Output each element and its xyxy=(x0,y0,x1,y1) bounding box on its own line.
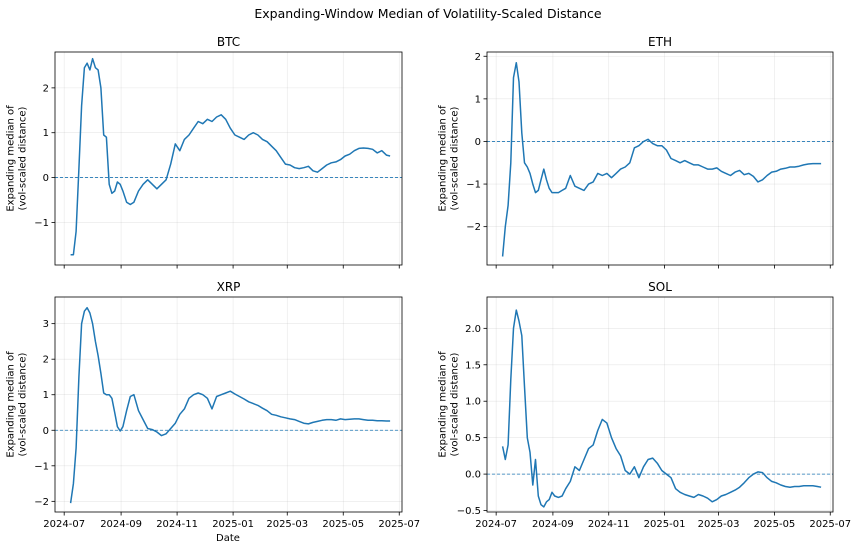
y-tick-label: 1 xyxy=(43,390,49,401)
panel-title: XRP xyxy=(217,280,241,294)
x-tick-label: 2025-01 xyxy=(212,519,254,530)
y-axis-label: Expanding median of(vol-scaled distance) xyxy=(6,351,29,458)
y-tick-label: 0 xyxy=(43,173,49,184)
panel-title: BTC xyxy=(217,35,240,49)
x-tick-label: 2025-03 xyxy=(698,519,740,530)
y-tick-label: 1.0 xyxy=(465,397,481,408)
y-axis-label: Expanding median of(vol-scaled distance) xyxy=(6,105,29,212)
y-tick-label: −1 xyxy=(466,180,481,191)
x-tick-label: 2024-09 xyxy=(532,519,574,530)
series-line-eth xyxy=(501,61,822,257)
y-tick-label: −2 xyxy=(34,497,49,508)
x-tick-label: 2025-05 xyxy=(754,519,796,530)
y-tick-label: −0.5 xyxy=(457,506,481,517)
y-tick-label: 2 xyxy=(475,52,481,63)
axes-frame xyxy=(54,296,403,513)
x-tick-label: 2025-05 xyxy=(322,519,364,530)
axes-frame xyxy=(54,51,403,266)
figure-title: Expanding-Window Median of Volatility-Sc… xyxy=(254,6,602,21)
panel-sol: SOL −0.5 0.0 0.5 1.0 1.5 2.0 2024-07 2024-09 2024… xyxy=(438,280,852,530)
y-tick-label: 0 xyxy=(475,137,481,148)
y-tick-label: 2 xyxy=(43,83,49,94)
x-tick-label: 2024-11 xyxy=(588,519,630,530)
panel-btc: BTC −1 0 1 2 Expanding median of(vol-scaled d… xyxy=(6,35,403,269)
y-tick-label: −1 xyxy=(34,218,49,229)
y-tick-label: 3 xyxy=(43,319,49,330)
y-axis-label: Expanding median of(vol-scaled distance) xyxy=(438,351,461,458)
series-line-xrp xyxy=(69,306,391,504)
x-tick-label: 2024-07 xyxy=(475,519,517,530)
series-line-btc xyxy=(70,57,391,256)
panel-title: ETH xyxy=(648,35,672,49)
panel-eth: ETH −2 −1 0 1 2 Expanding median of(vol-scaled… xyxy=(438,35,834,269)
panel-title: SOL xyxy=(648,280,672,294)
x-tick-label: 2024-07 xyxy=(43,519,85,530)
y-tick-label: 1 xyxy=(43,128,49,139)
y-tick-label: −1 xyxy=(34,461,49,472)
x-tick-label: 2024-09 xyxy=(100,519,142,530)
x-tick-label: 2025-01 xyxy=(644,519,686,530)
x-axis-label-date: Date xyxy=(216,533,240,544)
y-tick-label: 0.0 xyxy=(465,470,481,481)
series-line-sol xyxy=(501,309,822,508)
y-tick-label: 1.5 xyxy=(465,360,481,371)
y-axis-label: Expanding median of(vol-scaled distance) xyxy=(438,105,461,212)
y-tick-label: 1 xyxy=(475,94,481,105)
y-tick-label: 0.5 xyxy=(465,433,481,444)
x-tick-label: 2025-07 xyxy=(809,519,851,530)
axes-frame xyxy=(486,296,834,513)
y-tick-label: 2 xyxy=(43,355,49,366)
y-tick-label: 2.0 xyxy=(465,324,481,335)
panel-xrp: XRP −2 −1 0 1 2 3 2024-07 2024-09 2024-11 2025-01 2… xyxy=(6,280,421,530)
y-tick-label: 0 xyxy=(43,426,49,437)
axes-frame xyxy=(486,51,834,266)
x-tick-label: 2025-07 xyxy=(378,519,420,530)
y-tick-label: −2 xyxy=(466,222,481,233)
x-tick-label: 2025-03 xyxy=(266,519,308,530)
x-tick-label: 2024-11 xyxy=(156,519,198,530)
